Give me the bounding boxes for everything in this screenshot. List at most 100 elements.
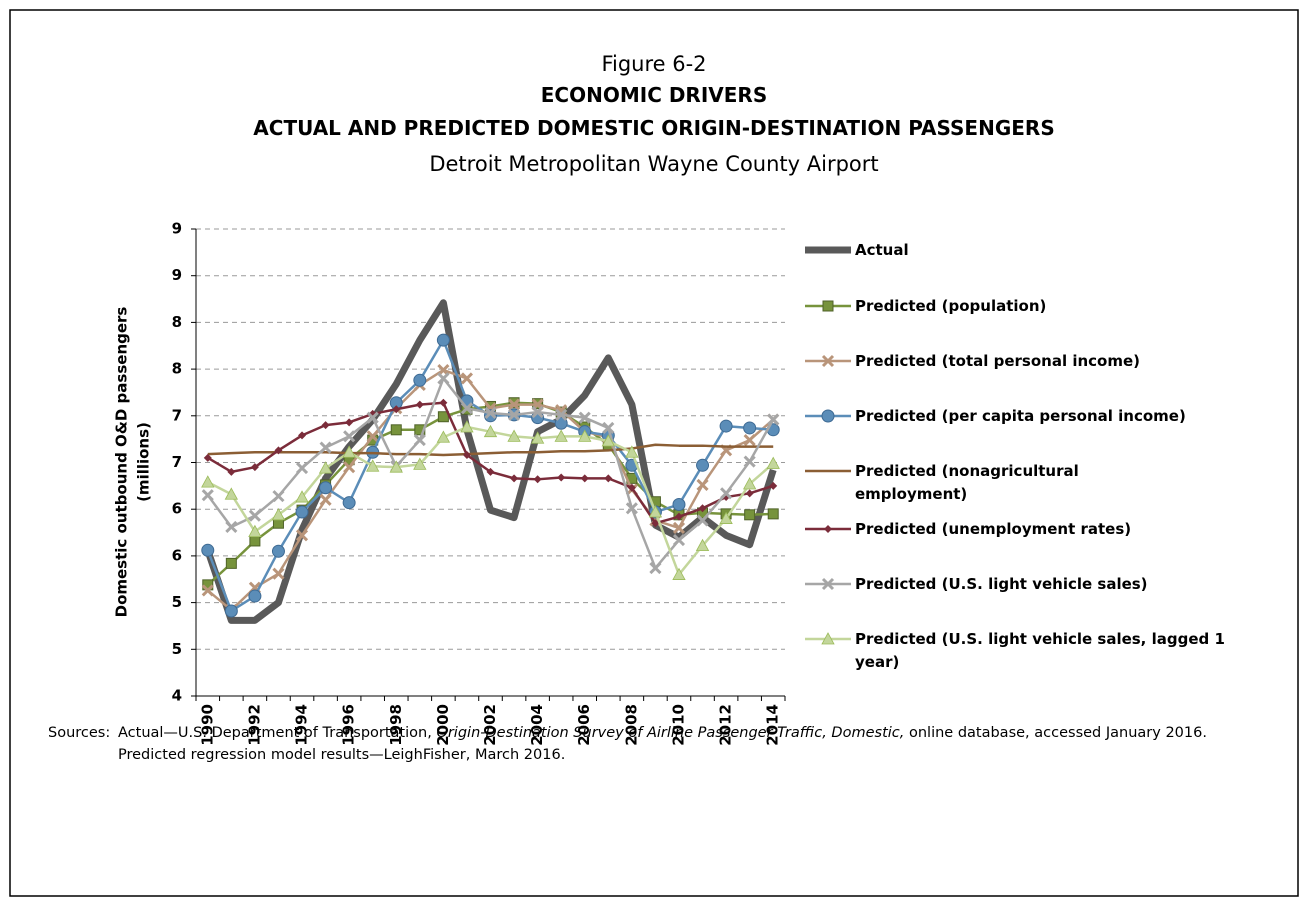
marker bbox=[720, 487, 733, 500]
marker bbox=[743, 455, 756, 468]
marker bbox=[554, 416, 568, 430]
chart-title: ECONOMIC DRIVERS bbox=[540, 83, 768, 107]
marker bbox=[695, 538, 710, 552]
marker bbox=[366, 411, 379, 424]
marker bbox=[201, 584, 214, 597]
marker bbox=[248, 589, 262, 603]
x-tick-label: 2014 bbox=[764, 704, 782, 746]
marker bbox=[531, 406, 544, 419]
marker bbox=[580, 474, 589, 483]
marker bbox=[672, 533, 686, 547]
legend-label: Predicted (U.S. light vehicle sales) bbox=[855, 575, 1148, 593]
marker bbox=[824, 525, 832, 533]
marker bbox=[319, 481, 333, 495]
y-tick-label: 5 bbox=[172, 640, 182, 658]
marker bbox=[510, 474, 519, 483]
chart-title: Figure 6-2 bbox=[601, 52, 707, 76]
note-text: Origin-Destination Survey of Airline Pas… bbox=[436, 725, 905, 741]
note-line: Predicted regression model results—Leigh… bbox=[118, 744, 1258, 766]
marker bbox=[554, 429, 568, 442]
marker bbox=[601, 434, 615, 447]
chart-subtitle: Detroit Metropolitan Wayne County Airpor… bbox=[429, 152, 879, 176]
marker bbox=[227, 467, 236, 476]
marker bbox=[651, 519, 660, 528]
marker bbox=[555, 408, 568, 421]
marker bbox=[460, 420, 474, 433]
marker bbox=[822, 300, 834, 312]
x-tick-label: 2000 bbox=[434, 704, 452, 746]
series bbox=[201, 420, 780, 580]
marker bbox=[821, 577, 835, 591]
marker bbox=[319, 493, 332, 506]
note-text: online database, accessed January 2016. bbox=[904, 725, 1207, 741]
marker bbox=[271, 507, 286, 521]
series bbox=[204, 299, 777, 624]
marker bbox=[321, 421, 330, 430]
marker bbox=[318, 461, 333, 474]
y-tick-label: 5 bbox=[172, 593, 182, 611]
marker bbox=[413, 457, 427, 470]
marker bbox=[343, 430, 356, 443]
y-tick-label: 9 bbox=[172, 220, 182, 238]
marker bbox=[743, 434, 756, 447]
marker bbox=[342, 445, 356, 458]
marker bbox=[604, 474, 613, 483]
marker bbox=[413, 434, 426, 447]
marker bbox=[742, 477, 757, 490]
marker bbox=[530, 431, 545, 444]
marker bbox=[201, 543, 215, 557]
x-tick-label: 2012 bbox=[717, 704, 735, 746]
marker bbox=[672, 567, 686, 580]
marker bbox=[719, 511, 733, 524]
y-tick-label: 7 bbox=[172, 406, 182, 424]
marker bbox=[271, 544, 285, 558]
marker bbox=[272, 567, 285, 580]
note-text: Actual—U.S. Department of Transportation… bbox=[118, 725, 437, 741]
marker bbox=[719, 419, 733, 433]
marker bbox=[460, 402, 474, 415]
marker bbox=[248, 509, 261, 522]
marker bbox=[413, 373, 427, 387]
legend-label: Actual bbox=[855, 241, 909, 259]
x-tick-label: 2010 bbox=[669, 704, 687, 746]
y-axis-label: Domestic outbound O&D passengers bbox=[113, 307, 131, 618]
marker bbox=[744, 509, 756, 521]
marker bbox=[533, 475, 542, 484]
marker bbox=[272, 490, 285, 503]
marker bbox=[484, 406, 497, 420]
marker bbox=[507, 408, 521, 421]
marker bbox=[745, 489, 754, 498]
marker bbox=[250, 463, 259, 472]
marker bbox=[389, 460, 403, 473]
marker bbox=[298, 431, 307, 440]
marker bbox=[696, 458, 710, 472]
y-tick-label: 6 bbox=[172, 500, 182, 518]
legend-label: Predicted (nonagricultural employment) bbox=[855, 462, 1079, 503]
marker bbox=[390, 424, 402, 436]
marker bbox=[437, 372, 450, 385]
marker bbox=[625, 502, 638, 515]
x-tick-label: 2004 bbox=[528, 704, 546, 746]
legend-label: Predicted (total personal income) bbox=[855, 352, 1141, 370]
marker bbox=[767, 508, 779, 520]
marker bbox=[625, 445, 639, 458]
marker bbox=[557, 473, 566, 482]
marker bbox=[507, 429, 521, 442]
marker bbox=[460, 372, 474, 385]
legend-label: Predicted (unemployment rates) bbox=[855, 520, 1132, 538]
x-tick-label: 1994 bbox=[293, 704, 311, 746]
marker bbox=[627, 483, 636, 492]
marker bbox=[295, 462, 309, 475]
marker bbox=[415, 400, 424, 409]
marker bbox=[672, 498, 686, 512]
x-tick-label: 2008 bbox=[622, 704, 640, 746]
marker bbox=[319, 441, 332, 454]
series bbox=[207, 443, 774, 457]
marker bbox=[203, 453, 212, 462]
marker bbox=[578, 429, 592, 442]
y-tick-label: 6 bbox=[172, 546, 182, 564]
legend-label: Predicted (per capita personal income) bbox=[855, 407, 1186, 425]
marker bbox=[392, 405, 401, 414]
marker bbox=[602, 421, 615, 435]
